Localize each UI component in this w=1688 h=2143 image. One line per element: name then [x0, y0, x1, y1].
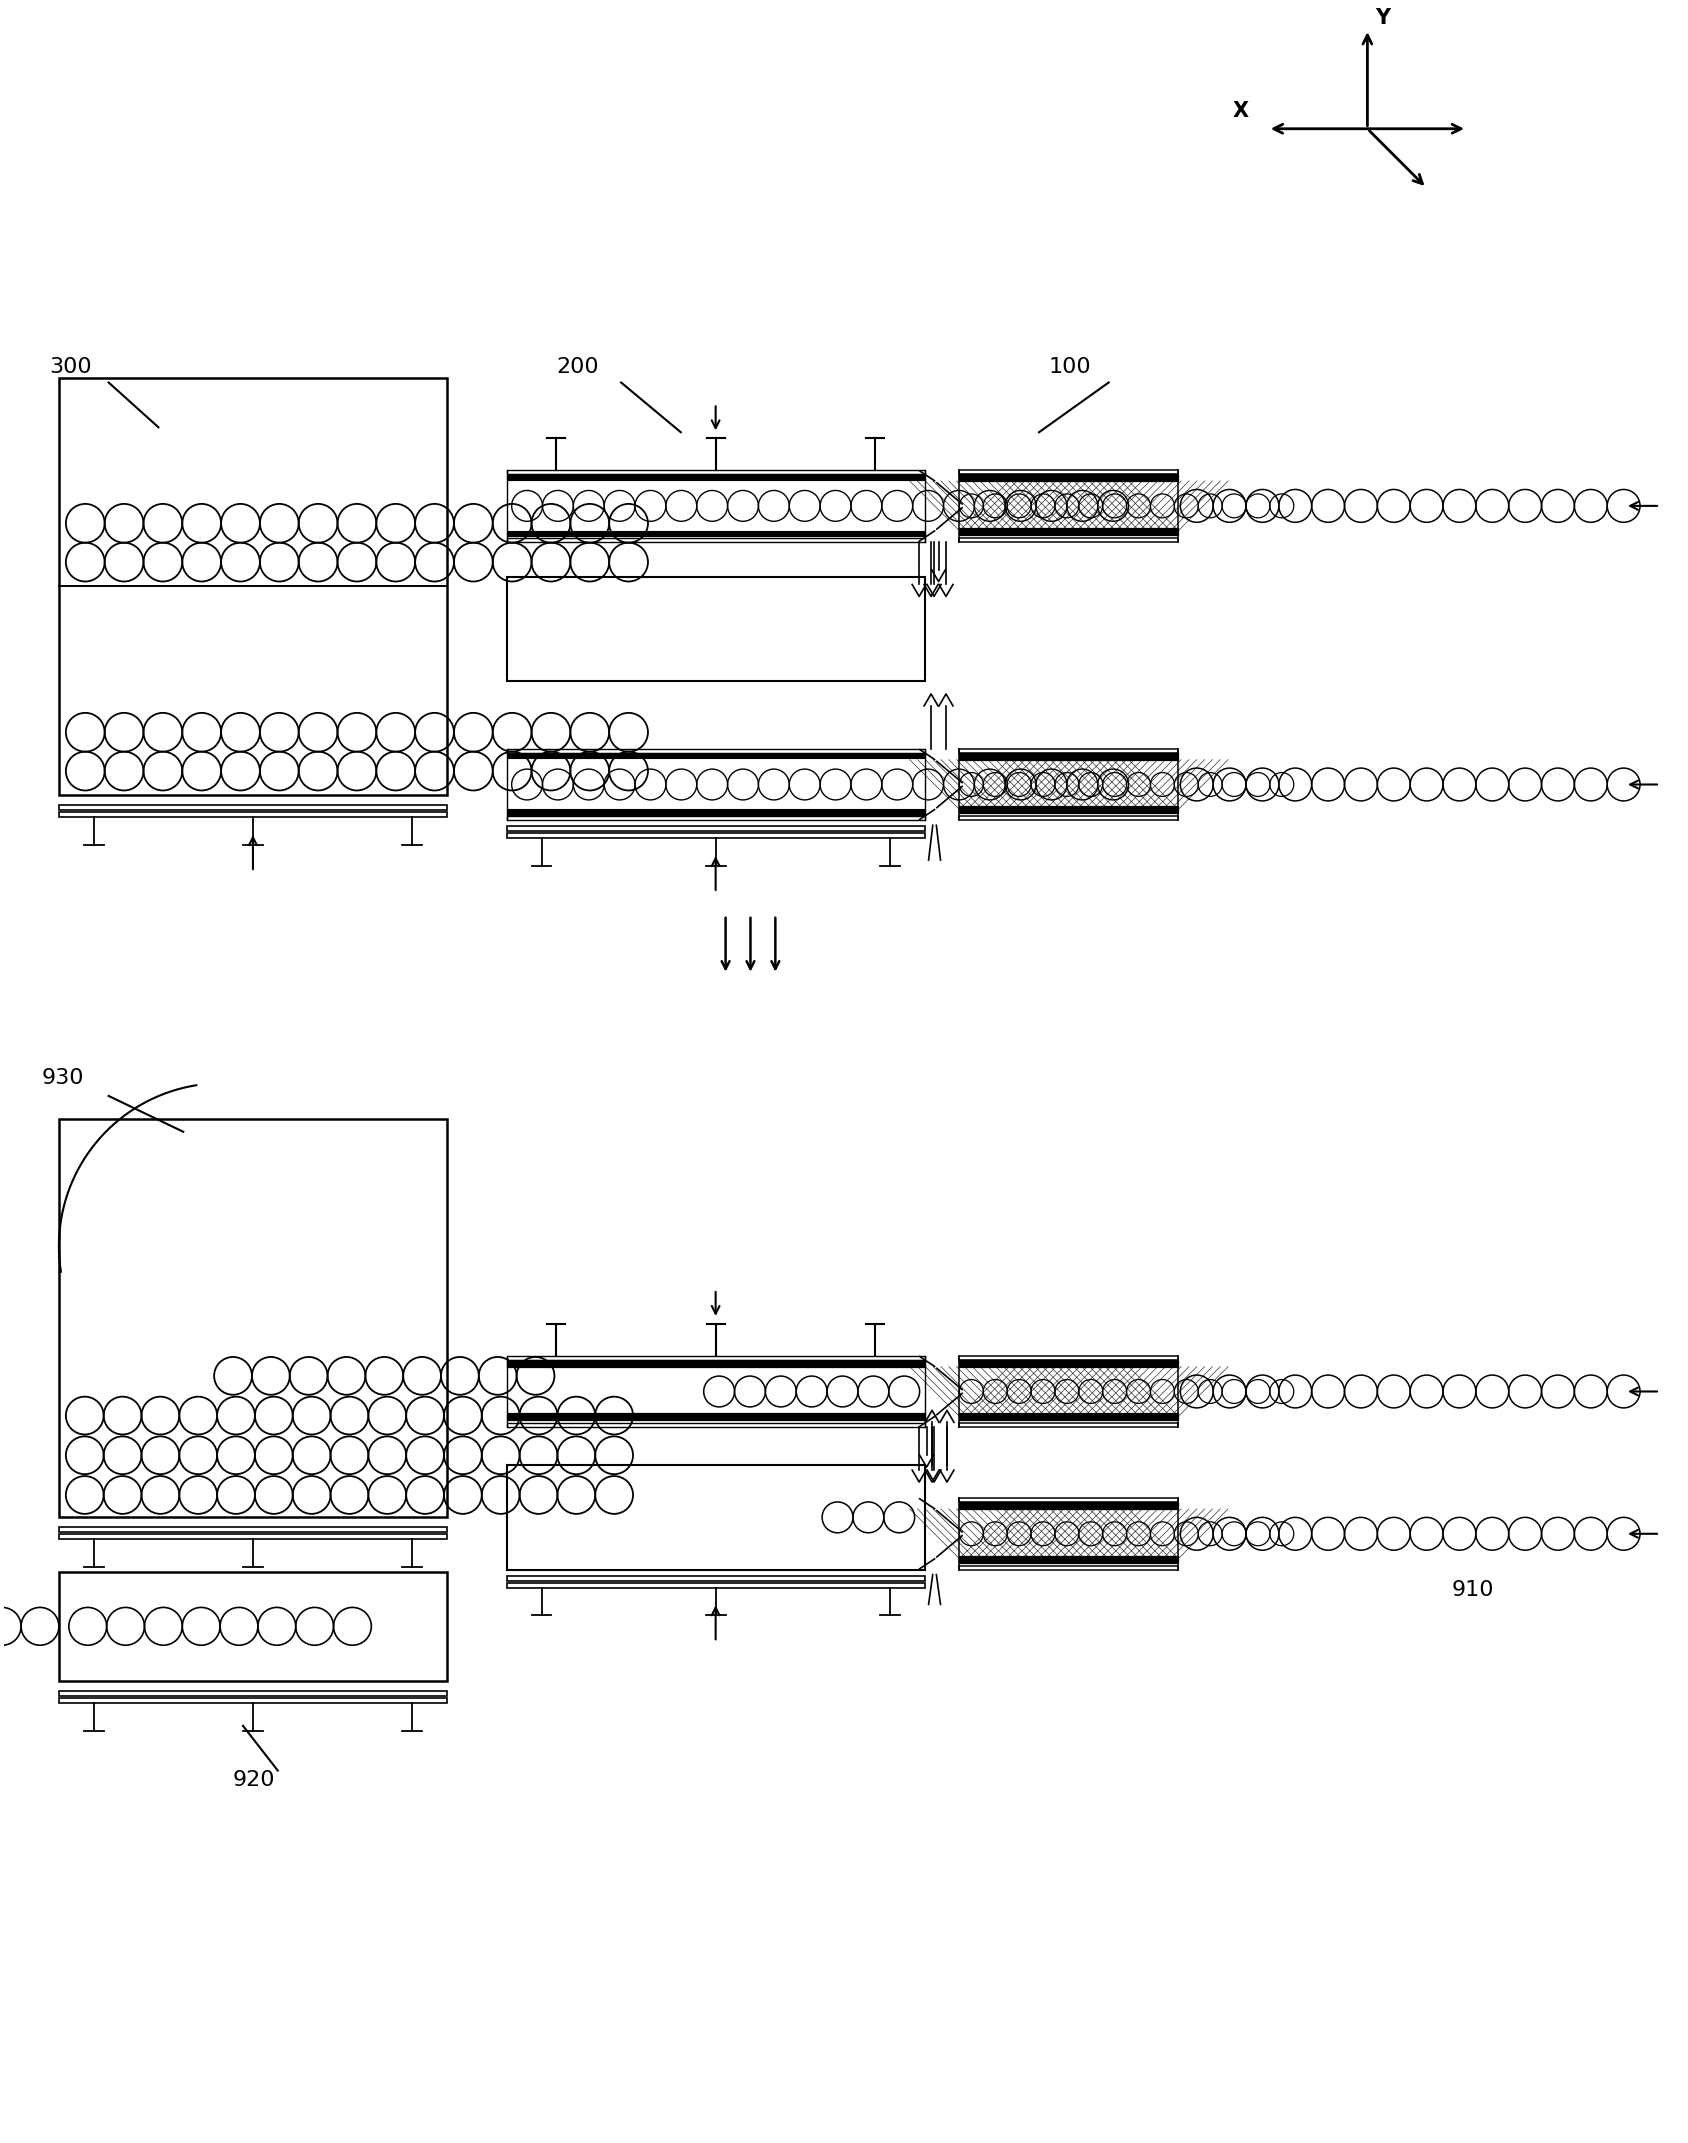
- Text: 920: 920: [233, 1770, 275, 1789]
- Bar: [959, 752, 1178, 759]
- Bar: [959, 474, 1178, 480]
- Bar: [506, 474, 925, 480]
- Bar: [959, 1359, 1178, 1367]
- Bar: [506, 748, 925, 752]
- Bar: [506, 1575, 925, 1582]
- Bar: [959, 816, 1178, 821]
- Bar: [506, 469, 925, 474]
- Bar: [59, 1526, 447, 1532]
- Bar: [506, 827, 925, 831]
- Bar: [506, 1582, 925, 1588]
- Text: 200: 200: [557, 356, 599, 377]
- Text: 300: 300: [49, 356, 91, 377]
- Text: 100: 100: [1048, 356, 1092, 377]
- Bar: [506, 576, 925, 681]
- Text: 910: 910: [1452, 1582, 1494, 1601]
- Bar: [959, 1498, 1178, 1502]
- Bar: [506, 1359, 925, 1367]
- Bar: [959, 806, 1178, 814]
- Bar: [506, 1357, 925, 1359]
- Bar: [959, 748, 1178, 752]
- Text: 930: 930: [42, 1067, 84, 1089]
- Bar: [959, 1502, 1178, 1509]
- Bar: [506, 1466, 925, 1569]
- Bar: [959, 1556, 1178, 1562]
- Bar: [59, 812, 447, 816]
- Bar: [59, 806, 447, 810]
- Bar: [59, 1119, 447, 1517]
- Bar: [59, 1697, 447, 1704]
- Bar: [59, 1534, 447, 1539]
- Bar: [959, 1414, 1178, 1421]
- Text: X: X: [1232, 101, 1249, 120]
- Bar: [959, 1357, 1178, 1359]
- Bar: [59, 1571, 447, 1680]
- Bar: [506, 1423, 925, 1427]
- Bar: [506, 810, 925, 814]
- Bar: [506, 538, 925, 542]
- Bar: [59, 377, 447, 795]
- Bar: [506, 834, 925, 838]
- Bar: [959, 469, 1178, 474]
- Bar: [959, 527, 1178, 536]
- Bar: [959, 1567, 1178, 1569]
- Bar: [959, 538, 1178, 542]
- Bar: [506, 531, 925, 536]
- Bar: [959, 1423, 1178, 1427]
- Bar: [506, 816, 925, 821]
- Text: Y: Y: [1376, 9, 1391, 28]
- Bar: [59, 1691, 447, 1695]
- Bar: [506, 1414, 925, 1421]
- Bar: [506, 752, 925, 759]
